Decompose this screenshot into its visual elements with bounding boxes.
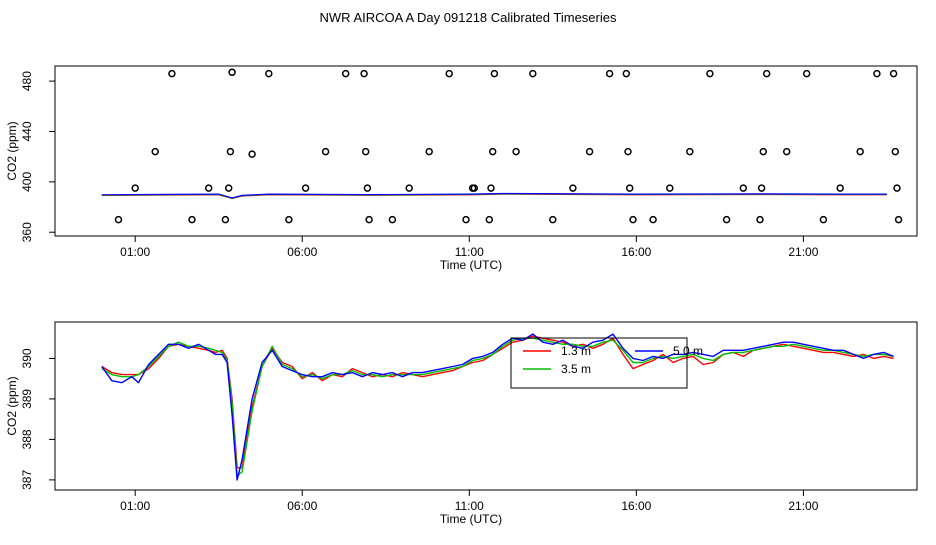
y-tick-label: 388 [20,429,34,449]
figure-title: NWR AIRCOA A Day 091218 Calibrated Times… [320,10,617,25]
scatter-point [224,184,233,192]
scatter-point [802,69,811,78]
scatter-point [360,69,368,78]
scatter-point [893,184,901,192]
plot-frame [54,65,918,237]
scatter-point [622,69,631,78]
scatter-point [529,69,537,78]
scatter-point [301,184,310,192]
scatter-point [549,215,557,224]
x-tick-label: 21:00 [788,499,818,513]
scatter-point [759,147,768,156]
scatter-point [285,215,293,224]
bottom-panel: 01:00 06:00 11:00 16:00 21:00 387 388 389 390 Tim… [5,321,918,526]
scatter-point [819,215,828,224]
scatter-point [585,147,594,156]
x-tick-label: 16:00 [621,245,651,259]
y-tick-label: 360 [20,222,34,242]
scatter-point [265,69,273,78]
x-tick-label: 16:00 [621,499,651,513]
series-line-5-0-m [101,333,894,481]
legend-label: 5.0 m [673,344,703,358]
scatter-point [706,69,714,78]
scatter-point [512,147,520,156]
scatter-point [624,147,632,156]
scatter-point [757,184,766,192]
scatter-point [873,69,881,78]
scatter-point [762,69,771,78]
scatter-point [365,215,373,224]
scatter-point [114,215,123,224]
scatter-point [629,215,637,224]
scatter-point [649,215,657,224]
scatter-point [405,184,413,192]
scatter-point [321,147,330,156]
scatter-point [605,69,614,78]
scatter-point [487,184,495,192]
scatter-point [131,184,139,192]
y-tick-label: 440 [20,121,34,141]
legend-box [510,337,688,389]
legend-label: 3.5 m [561,362,591,376]
scatter-point [363,184,372,192]
plot-frame [54,321,918,491]
scatter-point [739,184,748,192]
scatter-point [891,147,900,156]
scatter-point [782,147,791,156]
y-tick-label: 387 [20,470,34,490]
x-tick-label: 06:00 [287,499,317,513]
series-line-3 [101,192,887,199]
scatter-point [836,184,844,192]
scatter-point [470,184,479,192]
y-tick-label: 400 [20,172,34,192]
x-axis-label: Time (UTC) [440,512,502,526]
scatter-point [204,184,213,192]
y-tick-label: 480 [20,71,34,91]
scatter-point [168,69,176,78]
y-tick-label: 390 [20,348,34,368]
scatter-point [445,69,453,78]
scatter-point [569,184,577,192]
legend-label: 1.3 m [561,344,591,358]
scatter-point [666,184,674,192]
scatter-point [228,68,236,77]
scatter-point [488,147,497,156]
y-axis-label: CO2 (ppm) [5,121,19,180]
scatter-point [485,215,494,224]
series-line-3-5-m [101,337,894,477]
scatter-point [361,147,370,156]
scatter-point [188,215,196,224]
x-tick-label: 06:00 [287,245,317,259]
scatter-point [341,69,350,78]
scatter-point [226,147,235,156]
scatter-point [388,215,397,224]
scatter-point [425,147,433,156]
x-tick-label: 01:00 [120,245,150,259]
scatter-point [756,215,764,224]
scatter-point [462,215,470,224]
x-tick-label: 21:00 [788,245,818,259]
x-tick-label: 01:00 [120,499,150,513]
x-axis-label: Time (UTC) [440,258,502,272]
scatter-point [856,147,864,156]
scatter-point [686,147,694,156]
top-panel: 01:00 06:00 11:00 16:00 21:00 360 400 440 480 Tim… [5,65,918,272]
x-tick-label: 11:00 [455,499,484,513]
x-tick-label: 11:00 [455,245,484,259]
scatter-point [248,150,256,158]
scatter-point [889,69,898,78]
y-axis-label: CO2 (ppm) [5,376,19,435]
y-tick-label: 389 [20,389,34,409]
scatter-point [722,215,731,224]
scatter-point [894,215,903,224]
scatter-point [490,69,499,78]
scatter-point [151,147,159,156]
scatter-point [221,215,230,224]
scatter-point [625,184,634,192]
